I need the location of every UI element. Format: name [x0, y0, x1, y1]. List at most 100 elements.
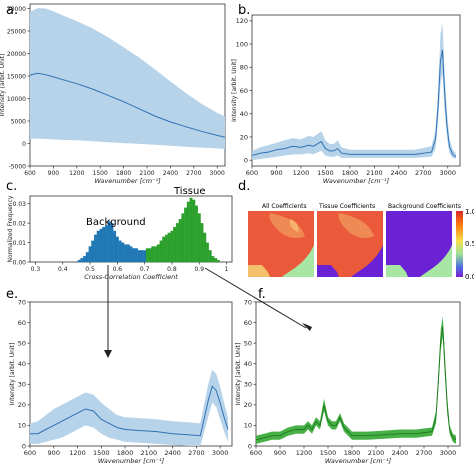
mean-line	[255, 326, 457, 441]
y-tick-label: 20	[244, 401, 252, 409]
mean-line	[251, 49, 457, 158]
x-tick-label: 2400	[391, 169, 408, 177]
histogram-bar	[197, 213, 201, 263]
y-tick-label: 50	[244, 339, 252, 347]
y-tick-label: 0.03	[13, 201, 27, 208]
x-tick-label: 1200	[293, 169, 310, 177]
heatmap-background	[386, 211, 452, 277]
histogram-bar	[80, 258, 84, 263]
x-tick-label: 0.8	[167, 266, 177, 273]
x-tick-label: 2400	[164, 449, 181, 457]
histogram-bar	[102, 226, 106, 263]
x-tick-label: 0.6	[113, 266, 123, 273]
colorbar-tick-top: 1.0	[465, 208, 474, 216]
histogram-bar	[113, 230, 117, 263]
y-tick-label: 70	[18, 298, 26, 306]
mean-line	[29, 72, 226, 138]
x-tick-label: 2700	[415, 169, 432, 177]
panel-e-chart: 600 900 1200 1500 1800 2100 2400 2700 3000 0 10 20 3…	[9, 298, 233, 465]
histogram-bar	[156, 244, 160, 263]
x-tick-label: 1	[225, 266, 229, 273]
histogram-bar	[88, 246, 92, 263]
y-tick-label: 40	[18, 360, 26, 368]
confidence-band	[30, 369, 228, 446]
y-tick-label: 80	[240, 64, 248, 72]
heatmap-all	[248, 211, 314, 277]
x-tick-label: 900	[274, 449, 286, 457]
colorbar-tick-bottom: 0.0	[465, 273, 474, 281]
confidence-band	[30, 8, 225, 149]
x-tick-label: 2100	[139, 170, 154, 177]
histogram-bar	[126, 244, 130, 263]
y-tick-label: 10000	[7, 96, 26, 103]
histogram-bar	[200, 223, 204, 263]
y-tick-label: 60	[240, 87, 248, 95]
histogram-bar	[132, 248, 136, 263]
x-tick-label: 1800	[117, 449, 134, 457]
x-tick-label: 0.9	[194, 266, 204, 273]
y-tick-label: 0	[22, 141, 26, 148]
y-tick-label: 10	[244, 422, 252, 430]
x-tick-label: 600	[246, 169, 258, 177]
y-tick-label: 120	[236, 17, 248, 25]
panel-label-a: a.	[6, 3, 18, 18]
y-tick-label: 0.01	[13, 240, 27, 247]
histogram-bar	[214, 258, 218, 263]
histogram-bar	[124, 244, 128, 263]
y-tick-label: 30	[244, 381, 252, 389]
x-tick-label: 600	[250, 449, 262, 457]
histogram-bar	[85, 252, 89, 263]
histogram-bar	[178, 219, 182, 263]
histogram-bar	[175, 223, 179, 263]
histogram-bar	[129, 246, 133, 263]
x-tick-label: 2700	[186, 170, 201, 177]
panel-b-chart: 600 900 1200 1500 1800 2100 2400 2700 3000 0 20 40 6…	[231, 14, 461, 185]
histogram-bar	[121, 242, 125, 263]
histogram-bar	[165, 234, 168, 263]
y-axis-label: Intensity [arbit. Unit]	[9, 343, 16, 406]
histogram-bar	[140, 250, 144, 263]
y-tick-label: 25000	[7, 28, 26, 35]
heatmap-title-all: All Coefficients	[262, 203, 307, 210]
histogram-bar	[186, 201, 190, 263]
x-tick-label: 900	[48, 170, 60, 177]
y-tick-label: 0.02	[13, 220, 27, 227]
x-axis-label: Wavenumber [cm⁻¹]	[98, 457, 165, 465]
histogram-bar	[137, 250, 141, 263]
histogram-bar	[118, 240, 122, 263]
tissue-annotation: Tissue	[173, 186, 206, 197]
x-tick-label: 1200	[69, 449, 86, 457]
x-axis-label: Wavenumber [cm⁻¹]	[325, 457, 392, 465]
histogram-bar	[184, 207, 188, 263]
histogram-bar	[159, 240, 163, 263]
x-tick-label: 1500	[317, 169, 334, 177]
x-tick-label: 2100	[366, 169, 383, 177]
y-tick-label: 0	[248, 442, 252, 450]
y-tick-label: 20000	[7, 51, 26, 58]
histogram-bar	[145, 248, 149, 263]
y-tick-label: 5000	[11, 118, 26, 125]
y-axis-label: Intensity [arbit. Unit]	[231, 59, 238, 122]
x-tick-label: 1800	[344, 449, 361, 457]
x-tick-label: 3000	[439, 169, 456, 177]
histogram-bar	[205, 242, 209, 263]
panel-label-b: b.	[238, 3, 250, 18]
arrow-head-f	[302, 323, 312, 331]
x-tick-label: 0.3	[31, 266, 41, 273]
panel-c-chart: 0.3 0.4 0.5 0.6 0.7 0.8 0.9 1 0.00 0.01 0.02 0.03 Cr…	[7, 195, 233, 281]
histogram-bar	[77, 259, 81, 263]
x-tick-label: 1500	[320, 449, 337, 457]
y-tick-label: 100	[236, 40, 248, 48]
histogram-bar	[216, 259, 220, 263]
confidence-band	[252, 23, 456, 161]
x-axis-label: Wavenumber [cm⁻¹]	[323, 177, 390, 185]
y-tick-label: 30000	[7, 6, 26, 13]
callout-arrows	[104, 265, 312, 358]
x-tick-label: 0.4	[58, 266, 68, 273]
y-tick-label: 70	[244, 298, 252, 306]
x-tick-label: 2400	[392, 449, 409, 457]
y-axis-label: Intensity [arbit. Unit]	[0, 54, 6, 117]
x-tick-label: 900	[270, 169, 282, 177]
x-tick-label: 2700	[188, 449, 205, 457]
histogram-bar	[143, 250, 147, 263]
